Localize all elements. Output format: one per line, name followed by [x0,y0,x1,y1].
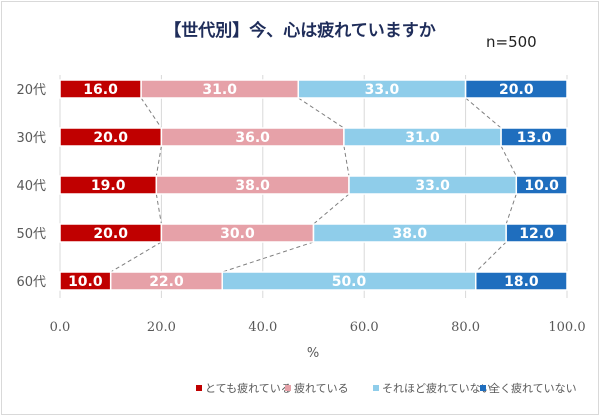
category-label: 20代 [16,83,46,98]
series-line [505,193,517,225]
x-tick-label: 20.0 [147,320,176,335]
data-label: 38.0 [393,226,428,242]
sample-size-label: n=500 [486,33,537,51]
legend-marker [196,385,202,391]
data-label: 20.0 [93,130,128,146]
data-label: 18.0 [504,274,539,290]
data-label: 50.0 [332,274,367,290]
legend-marker [373,385,379,391]
series-line [155,145,162,177]
series-line [475,241,507,273]
data-label: 19.0 [91,178,126,194]
x-tick-label: 40.0 [248,320,277,335]
category-label: 50代 [16,227,46,242]
series-line [343,145,350,177]
series-line [465,97,502,129]
data-label: 31.0 [202,82,237,98]
chart-title: 【世代別】今、心は疲れていますか [164,21,436,41]
data-label: 16.0 [83,82,118,98]
bar-segment [500,127,568,147]
x-tick-label: 100.0 [548,320,585,335]
legend-label: それほど疲れていない [382,381,492,395]
legend-label: 疲れている [294,381,349,395]
bar-segment [474,271,568,291]
data-label: 13.0 [517,130,552,146]
data-label: 33.0 [415,178,450,194]
data-label: 12.0 [519,226,554,242]
data-label: 10.0 [524,178,559,194]
series-line [140,97,162,129]
data-label: 33.0 [365,82,400,98]
x-tick-label: 0.0 [50,320,71,335]
legend-marker [285,385,291,391]
legend-label: とても疲れている [205,381,292,395]
category-label: 60代 [16,275,46,290]
series-line [500,145,517,177]
x-axis-label: % [307,346,319,361]
series-line [155,193,162,225]
data-label: 31.0 [405,130,440,146]
data-label: 38.0 [235,178,270,194]
category-label: 40代 [16,179,46,194]
category-label: 30代 [16,131,46,146]
legend-label: 全く疲れていない [489,381,577,395]
data-label: 30.0 [220,226,255,242]
bar-segment [464,79,568,99]
series-line [298,97,345,129]
x-tick-label: 60.0 [350,320,379,335]
series-line [110,241,162,273]
legend-marker [480,385,486,391]
bar-segment [505,223,568,243]
data-label: 20.0 [93,226,128,242]
data-label: 20.0 [499,82,534,98]
data-label: 22.0 [149,274,184,290]
data-label: 36.0 [235,130,270,146]
series-line [313,193,350,225]
x-tick-label: 80.0 [451,320,480,335]
data-label: 10.0 [68,274,103,290]
series-line [222,241,314,273]
bar-segment [515,175,568,195]
